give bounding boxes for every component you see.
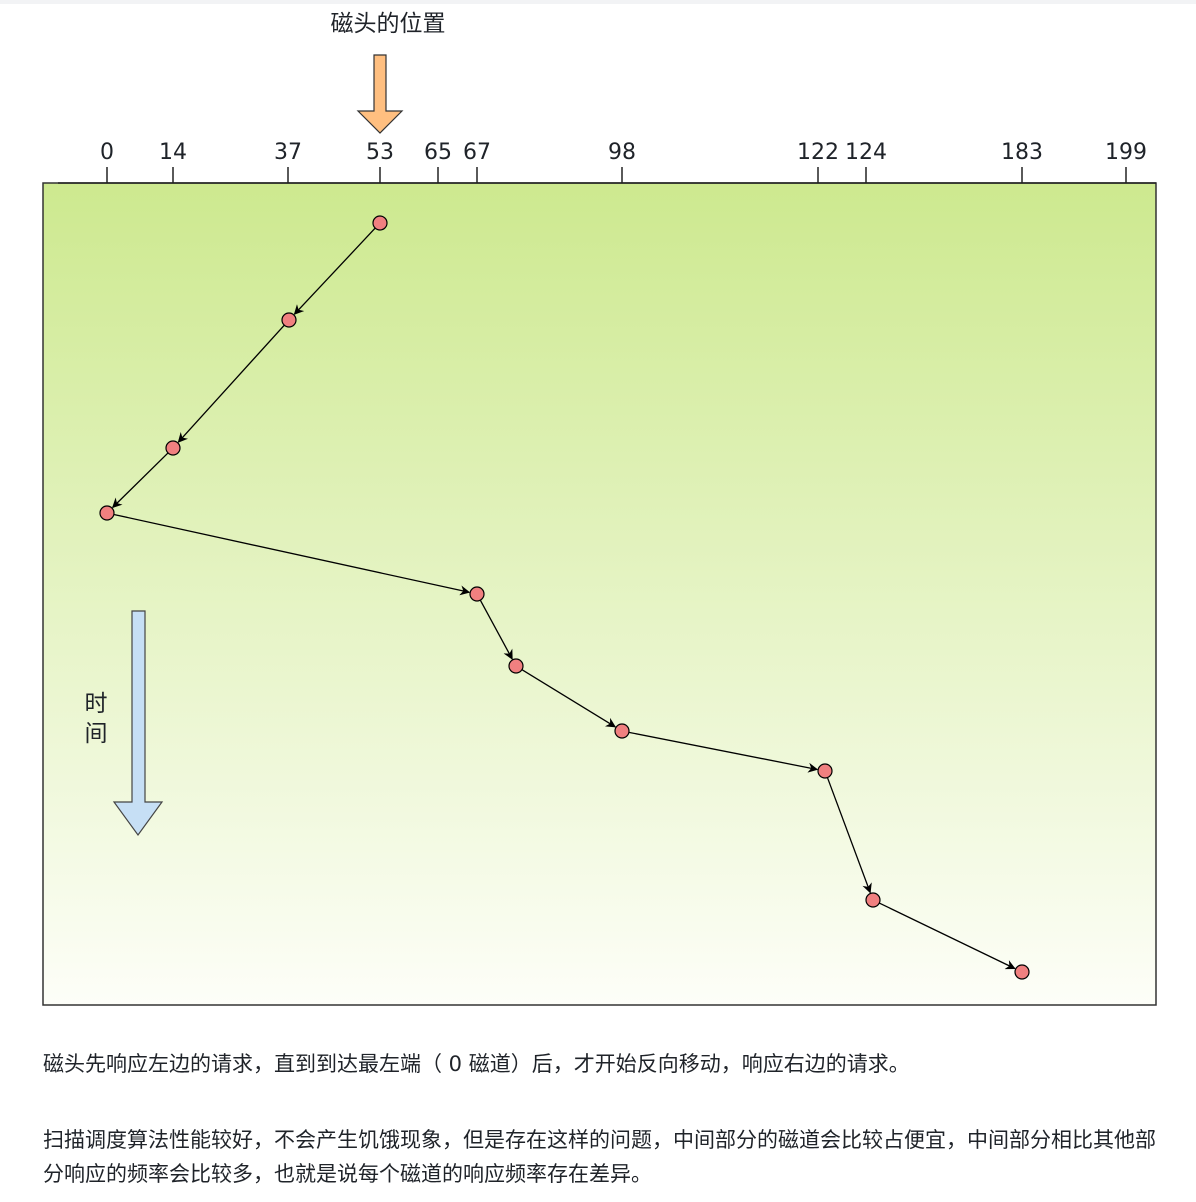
- diagram-panel: [42, 182, 1157, 1006]
- axis-tick-label: 183: [1001, 140, 1043, 165]
- seek-point: [614, 723, 630, 739]
- seek-segment: [113, 513, 471, 596]
- axis-tick-label: 53: [366, 140, 394, 165]
- axis-tick-label: 124: [845, 140, 887, 165]
- seek-segment: [293, 227, 376, 315]
- time-label-char-1: 时: [85, 691, 108, 717]
- seek-point: [165, 440, 181, 456]
- seek-segment: [879, 902, 1016, 970]
- axis-tick-label: 65: [424, 140, 452, 165]
- paragraph-scan-direction: 磁头先响应左边的请求，直到到达最左端（ 0 磁道）后，才开始反向移动，响应右边的…: [43, 1052, 910, 1076]
- seek-segment: [111, 452, 169, 509]
- seek-segment: [177, 324, 285, 443]
- axis-tick-label: 199: [1105, 140, 1147, 165]
- seek-path: [111, 227, 1016, 970]
- seek-point: [469, 586, 485, 602]
- head-arrow-icon: [356, 54, 404, 134]
- axis-ticks: 0 14 37 53 65 67 98 122 124 183 199: [100, 140, 1147, 183]
- time-arrow-icon: [112, 610, 164, 837]
- seek-point: [281, 312, 297, 328]
- seek-point: [865, 892, 881, 908]
- seek-point: [508, 658, 524, 674]
- seek-segment: [479, 599, 513, 660]
- scan-scheduling-diagram: 磁头的位置 0 14 37 53 65 67 98 122 124 183 199 时 间: [42, 11, 1157, 1006]
- axis-tick-label: 37: [274, 140, 302, 165]
- head-position-label: 磁头的位置: [331, 11, 446, 37]
- paragraph-scan-evaluation: 扫描调度算法性能较好，不会产生饥饿现象，但是存在这样的问题，中间部分的磁道会比较…: [43, 1128, 1156, 1186]
- axis-tick-label: 0: [100, 140, 114, 165]
- top-border: [0, 0, 1196, 4]
- seek-segment: [826, 777, 872, 894]
- seek-point: [99, 505, 115, 521]
- axis-tick-label: 67: [463, 140, 491, 165]
- seek-points: [99, 215, 1030, 980]
- axis-tick-label: 14: [159, 140, 187, 165]
- axis-tick-label: 122: [797, 140, 839, 165]
- seek-segment: [628, 731, 819, 773]
- seek-point: [1014, 964, 1030, 980]
- seek-point: [372, 215, 388, 231]
- time-label-char-2: 间: [85, 721, 108, 747]
- seek-point: [817, 763, 833, 779]
- seek-segment: [521, 669, 617, 728]
- axis-tick-label: 98: [608, 140, 636, 165]
